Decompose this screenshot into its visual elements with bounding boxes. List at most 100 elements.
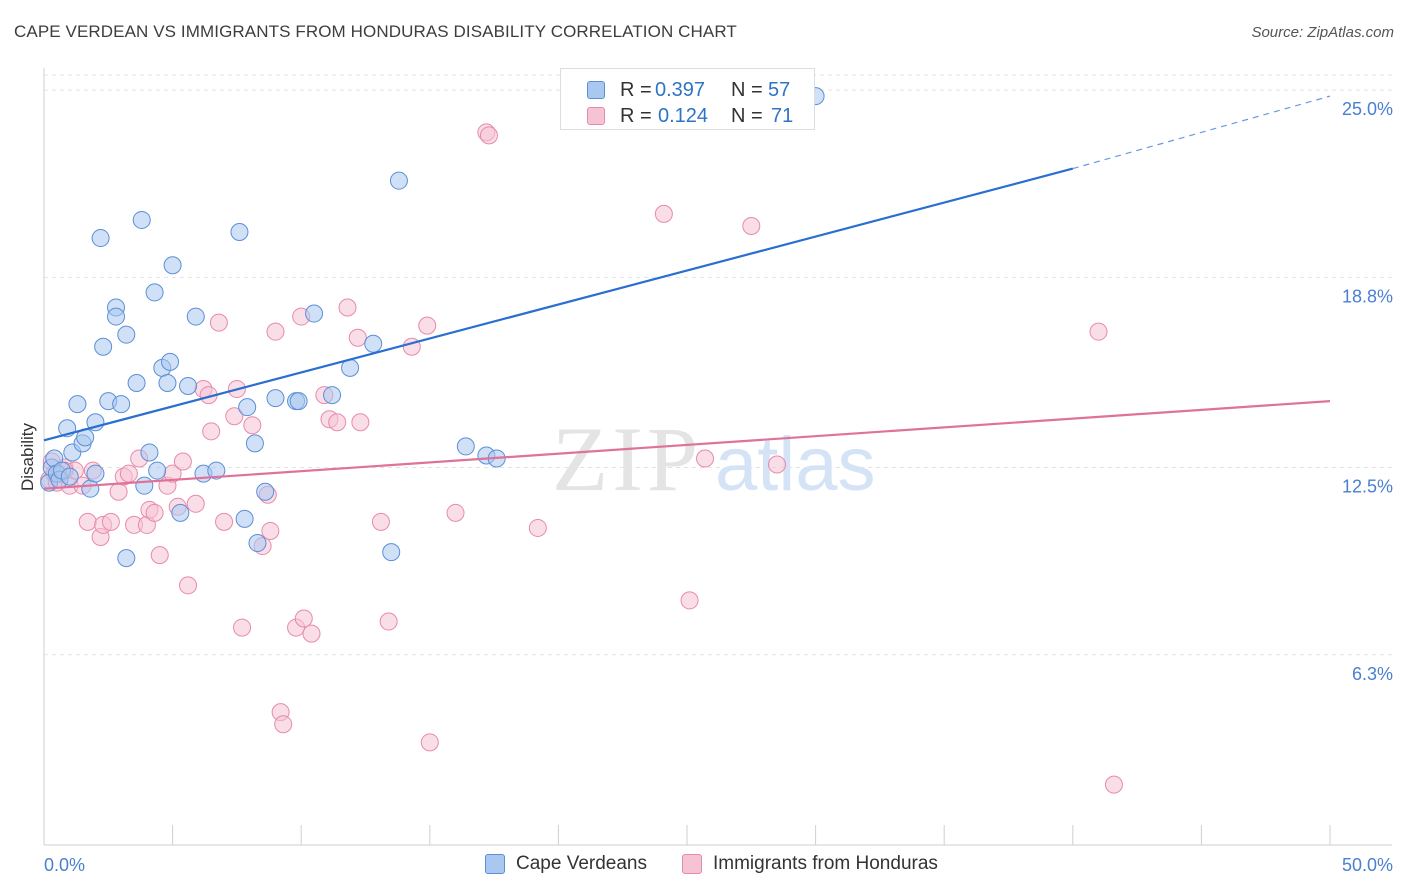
legend-r-value: 0.397: [655, 79, 706, 101]
legend-r-value: 0.124: [658, 105, 709, 127]
trend-line-honduras: [43, 400, 1331, 490]
trend-line-cape-verdean-extension: [1072, 95, 1331, 170]
data-point-cape-verdean: [158, 374, 177, 392]
data-point-cape-verdean: [305, 304, 324, 323]
data-point-cape-verdean: [248, 534, 267, 553]
data-point-cape-verdean: [230, 223, 249, 242]
data-point-honduras: [225, 407, 244, 426]
data-point-honduras: [209, 313, 228, 332]
data-point-honduras: [274, 715, 293, 734]
data-point-honduras: [266, 322, 285, 341]
watermark-zip: ZIP: [552, 408, 702, 510]
data-point-honduras: [1104, 775, 1123, 794]
trend-lines: [43, 95, 1331, 490]
data-point-cape-verdean: [161, 352, 180, 371]
data-point-honduras: [109, 482, 128, 501]
data-point-cape-verdean: [163, 256, 182, 275]
data-point-honduras: [78, 512, 97, 531]
data-point-cape-verdean: [107, 307, 126, 326]
watermark-atlas: atlas: [715, 422, 876, 507]
data-point-honduras: [654, 204, 673, 223]
axes: [43, 68, 1392, 846]
data-point-honduras: [215, 512, 234, 531]
data-point-honduras: [233, 618, 252, 637]
data-point-honduras: [680, 591, 699, 610]
data-point-honduras: [696, 449, 715, 468]
data-point-honduras: [101, 512, 120, 531]
data-point-honduras: [302, 624, 321, 643]
data-point-cape-verdean: [238, 398, 257, 417]
data-point-cape-verdean: [186, 307, 205, 326]
data-point-honduras: [179, 576, 198, 595]
data-point-honduras: [446, 503, 465, 522]
y-axis-label: Disability: [18, 422, 37, 491]
data-point-cape-verdean: [266, 389, 285, 408]
data-point-cape-verdean: [245, 434, 264, 453]
data-point-cape-verdean: [91, 229, 110, 248]
y-tick-label: 25.0%: [1342, 99, 1393, 119]
data-point-honduras: [202, 422, 221, 441]
legend-swatch-blue: [485, 854, 505, 874]
data-point-cape-verdean: [256, 482, 275, 501]
data-point-cape-verdean: [145, 283, 164, 302]
data-point-cape-verdean: [117, 325, 136, 344]
y-tick-label: 18.8%: [1342, 286, 1393, 306]
data-point-honduras: [479, 126, 498, 145]
data-point-honduras: [186, 494, 205, 513]
data-point-honduras: [742, 216, 761, 235]
data-point-cape-verdean: [148, 461, 167, 480]
legend-swatch-blue: [587, 81, 605, 99]
data-point-cape-verdean: [127, 374, 146, 392]
legend-n-value: 57: [768, 79, 791, 101]
data-point-honduras: [145, 503, 164, 522]
legend-r-label: R =: [620, 79, 652, 101]
legend-swatch-pink: [682, 854, 702, 874]
data-point-cape-verdean: [60, 467, 79, 486]
data-point-cape-verdean: [323, 386, 342, 405]
data-point-cape-verdean: [140, 443, 159, 462]
data-point-honduras: [351, 413, 370, 432]
data-point-cape-verdean: [171, 503, 190, 522]
data-point-honduras: [150, 546, 169, 565]
data-point-honduras: [119, 464, 138, 483]
data-point-cape-verdean: [389, 171, 408, 190]
data-point-cape-verdean: [81, 479, 100, 498]
data-point-cape-verdean: [235, 509, 254, 528]
data-point-honduras: [420, 733, 439, 752]
data-point-cape-verdean: [86, 464, 105, 483]
data-point-honduras: [348, 328, 367, 347]
data-point-cape-verdean: [132, 210, 151, 229]
source-label: Source: ZipAtlas.com: [1251, 24, 1394, 41]
data-point-honduras: [371, 512, 390, 531]
data-point-cape-verdean: [117, 549, 136, 568]
legend-n-label: N =: [731, 105, 763, 127]
data-point-honduras: [261, 521, 280, 540]
data-point-cape-verdean: [179, 377, 198, 396]
data-point-honduras: [173, 452, 192, 471]
data-point-honduras: [1089, 322, 1108, 341]
data-point-cape-verdean: [68, 395, 87, 414]
legend-label: Cape Verdeans: [516, 853, 647, 874]
data-point-honduras: [528, 518, 547, 537]
legend-r-label: R =: [620, 105, 652, 127]
data-point-honduras: [768, 455, 787, 474]
y-tick-label: 12.5%: [1342, 477, 1393, 497]
data-point-honduras: [294, 609, 313, 628]
x-tick-label: 50.0%: [1342, 855, 1393, 875]
correlation-legend: R = 0.397 N = 57 R = 0.124 N = 71: [560, 68, 815, 130]
data-point-cape-verdean: [135, 476, 154, 495]
data-point-honduras: [243, 416, 262, 435]
legend-n-label: N =: [731, 79, 763, 101]
legend-swatch-pink: [587, 107, 605, 125]
legend-n-value: 71: [771, 105, 794, 127]
tick-labels: 6.3% 12.5% 18.8% 25.0% 0.0% 50.0%: [44, 99, 1393, 875]
x-tick-label: 0.0%: [44, 855, 85, 875]
data-point-cape-verdean: [289, 392, 308, 411]
data-point-cape-verdean: [364, 334, 383, 353]
data-point-honduras: [418, 316, 437, 335]
grid-lines: [44, 74, 1392, 656]
y-tick-label: 6.3%: [1352, 664, 1393, 684]
data-point-cape-verdean: [207, 461, 226, 480]
data-point-honduras: [379, 612, 398, 631]
